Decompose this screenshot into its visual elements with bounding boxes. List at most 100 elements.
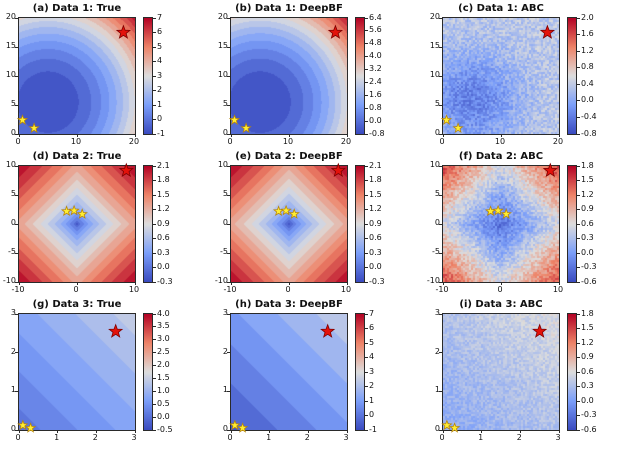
tick-mark	[365, 223, 368, 225]
tick-mark	[577, 238, 580, 239]
tick-mark	[153, 429, 156, 431]
colorbar-gradient	[143, 165, 153, 283]
tick-mark	[230, 430, 232, 433]
yellow-star-marker	[17, 419, 29, 431]
colorbar-tick-label: 1.2	[157, 204, 170, 213]
x-tick-label: 3	[555, 433, 561, 442]
plot-area	[227, 17, 348, 137]
tick-mark	[365, 81, 368, 83]
y-tick-label: 10	[5, 160, 16, 169]
tick-mark	[153, 119, 156, 120]
colorbar-tick-label: 1.5	[581, 175, 594, 184]
colorbar: 6.4 5.6 4.8 4.0 3.2 2.4 1.6 0.8 0.0 -0.8	[355, 12, 425, 137]
tick-mark	[365, 17, 368, 19]
y-axis-ticks: -10 -5 0 5 10	[426, 161, 441, 285]
y-tick-label: 2	[10, 346, 16, 356]
x-tick-label: 0	[15, 433, 21, 442]
y-axis-ticks: -10 -5 0 5 10	[2, 161, 17, 285]
tick-mark	[227, 281, 230, 283]
tick-mark	[365, 180, 368, 181]
x-tick-label: 2	[516, 433, 522, 442]
subplot-f: (f) Data 2: ABC -10 -5 0 5 10 1.8 1.5 1.2 0.9 0.6 0…	[426, 151, 638, 297]
red-star-marker	[108, 323, 124, 338]
y-tick-label: 10	[217, 70, 228, 79]
y-axis-ticks: 0 5 10 15 20	[426, 13, 441, 137]
colorbar-tick-label: 6.4	[369, 12, 382, 22]
colorbar: 7 6 5 4 3 2 1 0 -1	[143, 13, 213, 137]
tick-mark	[577, 342, 580, 344]
star-markers-overlay	[440, 24, 555, 134]
y-tick-label: -5	[8, 247, 16, 256]
yellow-star-marker	[240, 122, 252, 134]
y-tick-label: 5	[434, 189, 440, 198]
tick-mark	[577, 400, 580, 402]
tick-mark	[15, 46, 18, 48]
yellow-star-marker	[288, 208, 300, 219]
y-tick-label: 5	[434, 99, 440, 108]
tick-mark	[577, 281, 580, 283]
x-tick-label: -10	[11, 285, 25, 294]
x-axis-ticks: 0 1 2 3	[426, 433, 638, 445]
tick-mark	[365, 43, 368, 45]
colorbar-tick-label: -0.3	[581, 262, 597, 271]
y-tick-label: 0	[222, 128, 228, 137]
colorbar-tick-label: 1.8	[581, 308, 594, 318]
tick-mark	[230, 282, 232, 285]
tick-mark	[365, 267, 368, 268]
x-tick-label: 20	[128, 137, 140, 146]
tick-mark	[227, 17, 230, 19]
colorbar-gradient	[143, 17, 153, 135]
star-markers-overlay	[60, 162, 134, 219]
star-markers-overlay	[441, 323, 548, 433]
y-tick-label: 0	[222, 424, 228, 433]
x-tick-label: 3	[343, 433, 349, 442]
yellow-star-marker	[229, 419, 241, 431]
tick-mark	[346, 134, 348, 137]
colorbar-tick-label: 2	[157, 85, 163, 94]
y-tick-label: 3	[434, 308, 440, 317]
tick-mark	[577, 116, 580, 118]
colorbar-tick-label: 1.8	[157, 175, 170, 184]
colorbar-tick-label: 1.2	[581, 189, 594, 199]
tick-mark	[365, 281, 368, 283]
tick-mark	[153, 403, 156, 405]
colorbar-tick-label: -0.5	[157, 424, 173, 434]
tick-mark	[577, 267, 580, 268]
tick-mark	[577, 165, 580, 167]
tick-mark	[288, 134, 290, 137]
yellow-star-marker	[24, 422, 37, 433]
tick-mark	[439, 133, 442, 135]
tick-mark	[153, 165, 156, 167]
tick-mark	[577, 180, 580, 181]
x-axis-ticks: 0 1 2 3	[214, 433, 426, 445]
subplot-title: (c) Data 1: ABC	[458, 3, 544, 14]
colorbar-tick-label: 1.5	[157, 189, 170, 199]
tick-mark	[365, 69, 368, 71]
tick-mark	[577, 371, 580, 373]
y-tick-label: 15	[429, 41, 440, 50]
tick-mark	[365, 252, 368, 254]
contour-canvas	[231, 18, 347, 134]
red-star-marker	[118, 162, 134, 178]
colorbar-tick-label: 2.4	[369, 76, 382, 86]
colorbar-tick-label: 0.9	[369, 218, 382, 228]
star-markers-overlay	[229, 323, 336, 433]
colorbar-tick-label: 6	[369, 323, 375, 332]
tick-mark	[227, 194, 230, 196]
tick-mark	[577, 50, 580, 52]
colorbar-tick-label: 2	[369, 381, 375, 390]
tick-mark	[134, 134, 136, 137]
yellow-star-marker	[441, 419, 453, 431]
yellow-star-marker	[68, 204, 80, 216]
tick-mark	[577, 209, 580, 210]
tick-mark	[15, 313, 18, 315]
colorbar: 1.8 1.5 1.2 0.9 0.6 0.3 0.0 -0.3 -0.6	[567, 308, 637, 433]
colorbar-tick-label: 1.0	[157, 385, 170, 395]
colorbar-tick-label: -0.8	[369, 128, 385, 138]
colorbar-tick-label: 1.2	[581, 337, 594, 347]
tick-mark	[153, 32, 156, 33]
red-star-marker	[330, 162, 346, 178]
subplot-h: (h) Data 3: DeepBF 0 1 2 3 7 6 5 4 3 2 1 0 -1 0 1 2 3	[214, 299, 426, 445]
yellow-star-marker	[236, 422, 249, 433]
yellow-star-marker	[76, 208, 88, 219]
